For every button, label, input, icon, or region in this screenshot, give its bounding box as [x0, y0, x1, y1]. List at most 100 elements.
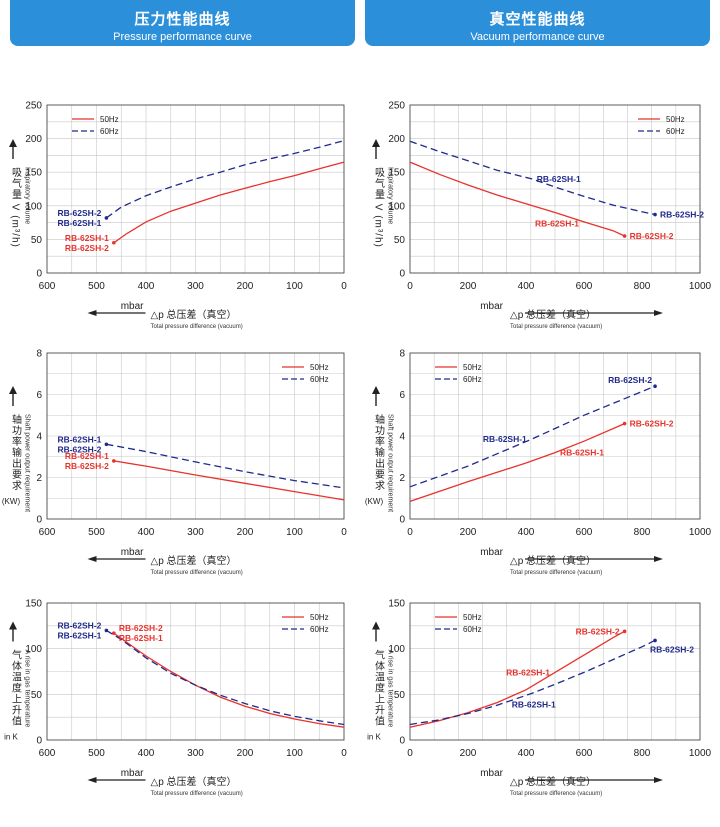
y-axis-unit: (KW)	[2, 497, 21, 506]
endpoint-marker	[112, 459, 116, 463]
y-axis-label-en: A rise in gas temperature	[387, 650, 394, 728]
y-axis-label-cn: 气体温度上升值	[10, 648, 22, 726]
endpoint-marker	[622, 234, 627, 238]
x-tick-label: 200	[460, 527, 477, 538]
y-tick-label: 0	[399, 515, 405, 526]
curve-label: RB-62SH-2	[630, 419, 674, 429]
series-line-50hz	[113, 161, 345, 244]
legend-label: 50Hz	[100, 115, 119, 124]
x-tick-label: 400	[518, 527, 535, 538]
x-tick-label: 100	[286, 281, 303, 292]
chart-vacuum-temperature: 0 200 400 600 800 1000 0 50 100 150 气体温度上升值 A rise …	[367, 599, 711, 798]
y-axis-arrowhead	[9, 621, 17, 630]
curve-label: RB-62SH-2	[65, 243, 109, 253]
y-tick-label: 0	[399, 269, 405, 280]
endpoint-marker	[104, 216, 109, 220]
series-line-50hz	[409, 161, 625, 237]
x-tick-label: 500	[88, 748, 105, 759]
y-axis-arrowhead	[372, 621, 380, 630]
chart-pressure-temperature: 600 500 400 300 200 100 0 0 50 100 150 气体温度上升值 A ris…	[4, 599, 347, 798]
curve-label: RB-62SH-1	[506, 667, 550, 677]
x-axis-unit: mbar	[480, 547, 503, 558]
x-tick-label: 1000	[689, 527, 712, 538]
x-tick-label: 600	[576, 748, 593, 759]
y-axis-arrowhead	[9, 139, 17, 147]
legend-label: 50Hz	[463, 363, 482, 372]
legend-label: 60Hz	[463, 625, 482, 634]
vacuum-header-subtitle: Vacuum performance curve	[470, 31, 605, 43]
curve-label: RB-62SH-2	[65, 461, 109, 471]
x-axis-arrowhead	[87, 777, 97, 783]
curve-label: RB-62SH-1	[560, 448, 604, 458]
x-axis-label-cn: △p 总压差（真空）	[510, 308, 596, 321]
y-tick-label: 4	[36, 432, 42, 443]
vacuum-header-title: 真空性能曲线	[489, 11, 586, 28]
series-line-60hz	[106, 629, 345, 726]
y-axis-unit: in K	[4, 733, 18, 742]
y-tick-label: 50	[394, 690, 406, 701]
curve-label: RB-62SH-2	[57, 620, 101, 630]
curve-label: RB-62SH-1	[119, 633, 163, 643]
plot-frame	[46, 602, 345, 741]
y-axis-label-en: Inspiratory volume	[387, 167, 394, 224]
y-tick-label: 200	[388, 134, 405, 145]
x-tick-label: 500	[88, 527, 105, 538]
endpoint-marker	[653, 212, 657, 217]
x-axis-label-cn: △p 总压差（真空）	[510, 775, 596, 788]
x-tick-label: 400	[138, 748, 155, 759]
series-line-60hz	[106, 139, 345, 219]
y-tick-label: 0	[36, 269, 42, 280]
y-axis-label-en: Shaft power output requirement	[387, 414, 394, 512]
endpoint-marker	[104, 442, 109, 447]
x-tick-label: 300	[187, 527, 204, 538]
chart-pressure-power: 600 500 400 300 200 100 0 0 2 4 6 8 轴功率输出要求 Shaft pow…	[2, 349, 347, 577]
x-axis-label-en: Total pressure difference (vacuum)	[151, 570, 243, 576]
x-tick-label: 0	[407, 527, 413, 538]
x-tick-label: 400	[518, 281, 535, 292]
legend-label: 60Hz	[100, 127, 119, 136]
curve-label: RB-62SH-2	[57, 444, 101, 454]
x-axis-label-en: Total pressure difference (vacuum)	[510, 570, 602, 576]
y-axis-label-cn: 气体温度上升值	[373, 648, 385, 726]
x-tick-label: 0	[341, 281, 347, 292]
x-axis-arrowhead	[87, 310, 97, 316]
x-axis-unit: mbar	[121, 768, 144, 779]
x-axis-unit: mbar	[121, 547, 144, 558]
x-tick-label: 0	[341, 527, 347, 538]
x-axis-unit: mbar	[480, 768, 503, 779]
y-tick-label: 8	[36, 349, 42, 360]
curve-label: RB-62SH-2	[576, 626, 620, 636]
series-line-50hz	[409, 630, 625, 728]
series-line-50hz	[113, 460, 345, 501]
curve-label: RB-62SH-1	[57, 434, 101, 444]
y-tick-label: 250	[388, 101, 405, 112]
series-line-60hz	[409, 639, 656, 726]
plot-frame	[46, 352, 345, 520]
y-tick-label: 0	[399, 736, 405, 747]
legend-label: 60Hz	[310, 375, 329, 384]
y-axis-arrowhead	[372, 139, 380, 147]
pressure-header-subtitle: Pressure performance curve	[113, 31, 252, 43]
y-tick-label: 4	[399, 432, 405, 443]
plot-frame	[409, 352, 701, 520]
series-line-50hz	[409, 423, 625, 503]
y-tick-label: 50	[31, 690, 43, 701]
curve-label: RB-62SH-1	[512, 699, 556, 709]
x-tick-label: 300	[187, 281, 204, 292]
legend-label: 50Hz	[463, 613, 482, 622]
curve-label: RB-62SH-1	[65, 451, 109, 461]
x-axis-arrowhead	[654, 310, 663, 316]
series-line-50hz	[113, 632, 345, 728]
x-tick-label: 400	[518, 748, 535, 759]
x-tick-label: 500	[88, 281, 105, 292]
y-axis-unit: (KW)	[365, 497, 384, 506]
legend-label: 50Hz	[310, 613, 329, 622]
pressure-header-title: 压力性能曲线	[134, 11, 231, 28]
plot-frame	[46, 104, 345, 274]
x-tick-label: 200	[237, 748, 254, 759]
x-axis-label-cn: △p 总压差（真空）	[151, 308, 237, 321]
x-axis-label-cn: △p 总压差（真空）	[151, 775, 237, 788]
x-axis-label-cn: △p 总压差（真空）	[151, 554, 237, 567]
y-axis-label-cn: 轴功率输出要求	[373, 413, 385, 491]
endpoint-marker	[653, 638, 657, 643]
